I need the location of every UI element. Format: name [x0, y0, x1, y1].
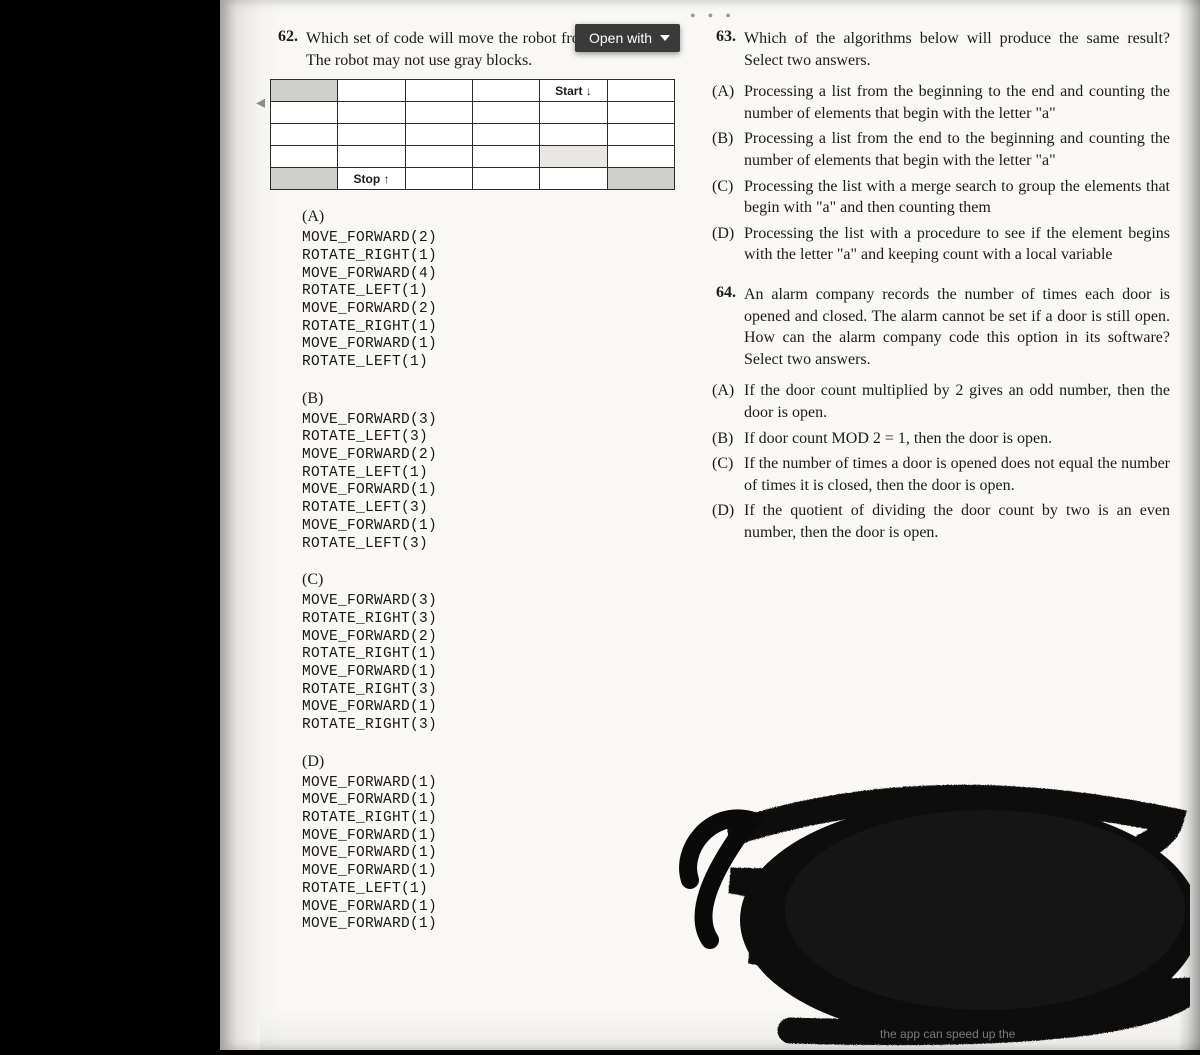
grid-cell: [472, 124, 539, 146]
answer-text: If the quotient of dividing the door cou…: [744, 500, 1170, 543]
option-label: (C): [302, 571, 680, 589]
question-62: 62. Which set of code will move the robo…: [270, 28, 680, 934]
answer-text: If door count MOD 2 = 1, then the door i…: [744, 428, 1170, 450]
grid-cell: [472, 168, 539, 190]
grid-cell: [405, 80, 472, 102]
grid-cell: [405, 168, 472, 190]
option-A: (A) MOVE_FORWARD(2) ROTATE_RIGHT(1) MOVE…: [270, 208, 680, 372]
grid-cell: [540, 102, 607, 124]
answer-label: (C): [708, 176, 736, 219]
grid-cell: [405, 124, 472, 146]
option-C: (C) MOVE_FORWARD(3) ROTATE_RIGHT(3) MOVE…: [270, 571, 680, 735]
grid-cell: [338, 124, 405, 146]
grid-cell: [472, 80, 539, 102]
open-with-button[interactable]: Open with: [575, 24, 680, 52]
answer-label: (C): [708, 453, 736, 496]
answer-option: (C) If the number of times a door is open…: [708, 453, 1170, 496]
answer-option: (B) Processing a list from the end to the…: [708, 128, 1170, 171]
answer-label: (A): [708, 81, 736, 124]
question-number: 64.: [708, 284, 736, 370]
chevron-down-icon: [660, 35, 670, 41]
grid-cell: [405, 146, 472, 168]
grid-cell: [338, 102, 405, 124]
grid-cell: [540, 124, 607, 146]
answer-option: (D) Processing the list with a procedure …: [708, 223, 1170, 266]
question-63: 63. Which of the algorithms below will p…: [708, 28, 1170, 266]
answer-text: Processing the list with a merge search …: [744, 176, 1170, 219]
grid-cell: [271, 80, 338, 102]
answer-option: (B) If door count MOD 2 = 1, then the doo…: [708, 428, 1170, 450]
grid-cell: [607, 124, 674, 146]
grid-cell: Start ↓: [540, 80, 607, 102]
page-menu-dots[interactable]: • • •: [690, 8, 735, 26]
grid-cell: [607, 168, 674, 190]
code-block-A: MOVE_FORWARD(2) ROTATE_RIGHT(1) MOVE_FOR…: [302, 230, 680, 372]
code-block-B: MOVE_FORWARD(3) ROTATE_LEFT(3) MOVE_FORW…: [302, 412, 680, 554]
question-number: 62.: [270, 28, 298, 71]
answer-text: Processing a list from the beginning to …: [744, 81, 1170, 124]
left-column: 62. Which set of code will move the robo…: [270, 28, 680, 1050]
question-text: An alarm company records the number of t…: [744, 284, 1170, 370]
code-block-D: MOVE_FORWARD(1) MOVE_FORWARD(1) ROTATE_R…: [302, 775, 680, 934]
answer-label: (D): [708, 500, 736, 543]
answer-label: (B): [708, 428, 736, 450]
answers-64: (A) If the door count multiplied by 2 giv…: [708, 380, 1170, 543]
question-text: Which of the algorithms below will produ…: [744, 28, 1170, 71]
code-block-C: MOVE_FORWARD(3) ROTATE_RIGHT(3) MOVE_FOR…: [302, 593, 680, 735]
option-D: (D) MOVE_FORWARD(1) MOVE_FORWARD(1) ROTA…: [270, 753, 680, 934]
answer-text: Processing the list with a procedure to …: [744, 223, 1170, 266]
answer-option: (D) If the quotient of dividing the door …: [708, 500, 1170, 543]
answer-label: (A): [708, 380, 736, 423]
left-black-bar: [0, 0, 220, 1050]
answer-option: (A) Processing a list from the beginning …: [708, 81, 1170, 124]
option-label: (D): [302, 753, 680, 771]
grid-cell: [472, 146, 539, 168]
prev-page-arrow-icon[interactable]: ◂: [256, 92, 265, 113]
grid-cell: [405, 102, 472, 124]
grid-cell: [607, 146, 674, 168]
redaction-scribble: the app can speed up the: [670, 740, 1190, 1050]
answer-label: (D): [708, 223, 736, 266]
grid-cell: [271, 168, 338, 190]
answer-label: (B): [708, 128, 736, 171]
answer-text: If the number of times a door is opened …: [744, 453, 1170, 496]
grid-cell: [271, 124, 338, 146]
question-number: 63.: [708, 28, 736, 71]
grid-cell: [472, 102, 539, 124]
answers-63: (A) Processing a list from the beginning …: [708, 81, 1170, 266]
grid-cell: [607, 102, 674, 124]
grid-cell: [540, 168, 607, 190]
svg-text:the app can speed up the: the app can speed up the: [880, 1027, 1016, 1041]
option-B: (B) MOVE_FORWARD(3) ROTATE_LEFT(3) MOVE_…: [270, 390, 680, 554]
document-page: • • • Open with ◂ 62. Which set of code …: [220, 0, 1200, 1050]
grid-cell: [607, 80, 674, 102]
answer-option: (C) Processing the list with a merge sear…: [708, 176, 1170, 219]
grid-cell: Stop ↑: [338, 168, 405, 190]
grid-cell: [271, 146, 338, 168]
grid-cell: [540, 146, 607, 168]
grid-cell: [271, 102, 338, 124]
grid-cell: [338, 146, 405, 168]
answer-text: Processing a list from the end to the be…: [744, 128, 1170, 171]
answer-option: (A) If the door count multiplied by 2 giv…: [708, 380, 1170, 423]
question-64: 64. An alarm company records the number …: [708, 284, 1170, 544]
robot-grid: Start ↓ Stop ↑: [270, 79, 675, 190]
open-with-label: Open with: [589, 30, 652, 46]
option-label: (A): [302, 208, 680, 226]
option-label: (B): [302, 390, 680, 408]
answer-text: If the door count multiplied by 2 gives …: [744, 380, 1170, 423]
grid-cell: [338, 80, 405, 102]
